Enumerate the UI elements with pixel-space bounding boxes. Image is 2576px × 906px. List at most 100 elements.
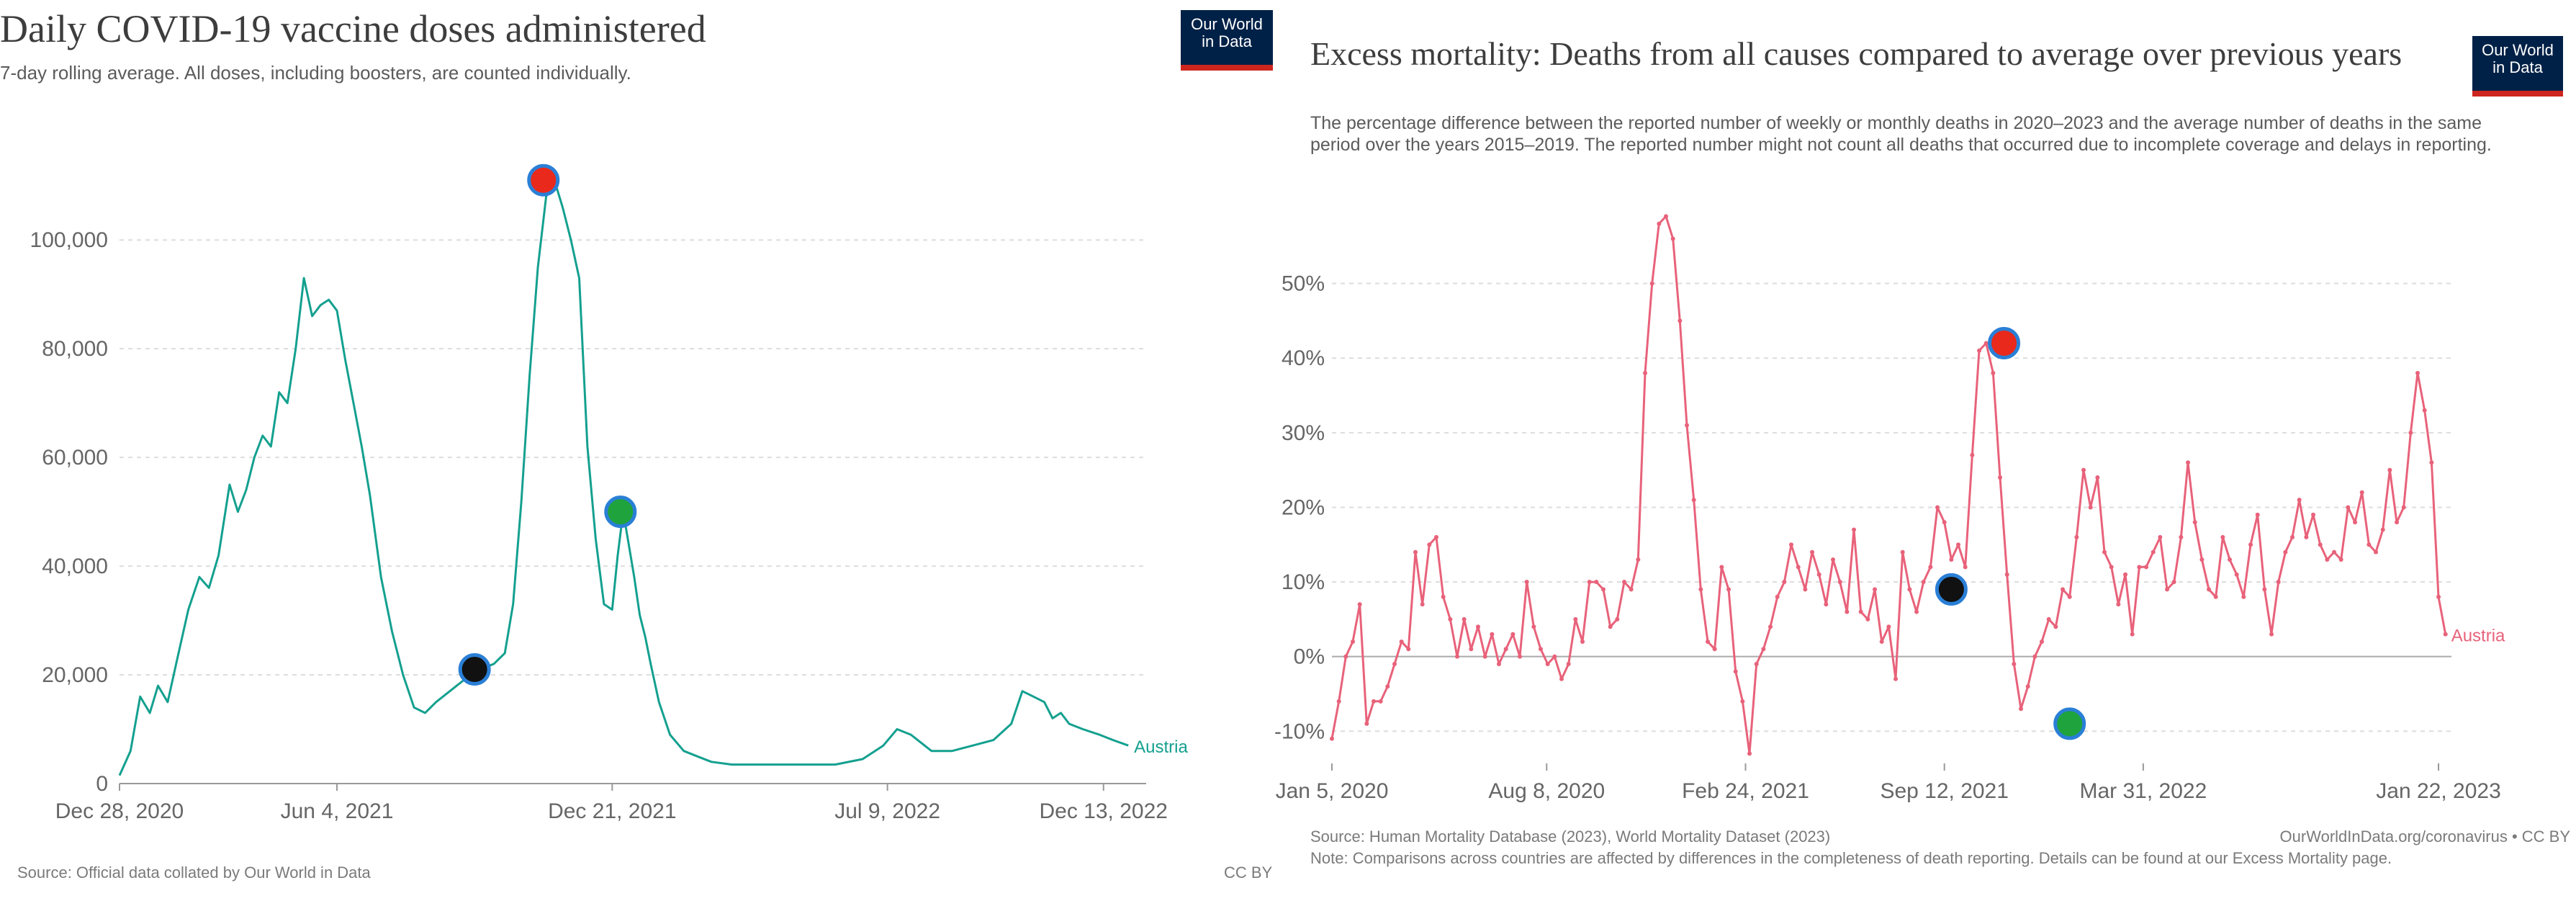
series-point (1482, 654, 1487, 659)
series-point (2032, 654, 2037, 659)
series-point (1789, 542, 1794, 547)
series-point (1392, 662, 1397, 667)
chart-title: Excess mortality: Deaths from all causes… (1310, 35, 2402, 72)
series-point (2186, 460, 2191, 465)
series-point (2130, 632, 2135, 637)
y-tick-label: 10% (1282, 570, 1325, 594)
series-point (1747, 751, 1752, 756)
series-point (1510, 632, 1516, 637)
series-point (2220, 534, 2225, 539)
series-point (1434, 534, 1439, 539)
series-point (1998, 475, 2003, 480)
series-point (1983, 341, 1989, 346)
series-point (2325, 557, 2330, 562)
series-point (1336, 699, 1341, 704)
series-point (2395, 520, 2400, 525)
x-tick-label: Jun 4, 2021 (281, 799, 394, 823)
series-point (1726, 587, 1731, 592)
series-point (2374, 550, 2379, 555)
series-point (1406, 647, 1411, 652)
series-point (1573, 616, 1578, 622)
series-point (2387, 467, 2392, 472)
series-point (1448, 616, 1453, 622)
chart-subtitle: 7-day rolling average. All doses, includ… (0, 62, 631, 84)
series-point (1615, 616, 1620, 622)
series-point (1810, 550, 1815, 555)
series-point (1580, 639, 1585, 644)
series-point (1594, 580, 1599, 585)
series-point (1490, 632, 1495, 637)
series-point (1712, 647, 1717, 652)
series-point (2171, 580, 2176, 585)
annotation-marker (604, 495, 637, 529)
series-point (2025, 684, 2030, 689)
series-point (1518, 654, 1523, 659)
series-point (2102, 550, 2107, 555)
annotation-marker (1935, 573, 1968, 606)
series-point (2061, 587, 2066, 592)
series-point (2067, 594, 2072, 599)
series-point (2436, 594, 2441, 599)
series-point (2234, 572, 2239, 577)
series-label: Austria (1134, 737, 1188, 757)
series-point (1719, 565, 1724, 570)
series-point (1831, 557, 1836, 562)
series-point (2213, 594, 2218, 599)
series-point (1330, 736, 1334, 741)
chart-credit[interactable]: OurWorldInData.org/coronavirus • CC BY (2279, 827, 2570, 846)
series-point (1524, 580, 1529, 585)
series-point (1357, 602, 1362, 607)
series-point (1385, 684, 1390, 689)
series-point (1503, 647, 1508, 652)
series-point (2248, 542, 2253, 547)
y-tick-label: 100,000 (30, 228, 108, 252)
logo-line-1: Our World (1191, 15, 1263, 33)
series-point (1977, 348, 1982, 353)
x-tick-label: Jan 5, 2020 (1276, 779, 1389, 803)
x-tick-label: Mar 31, 2022 (2080, 779, 2207, 803)
series-point (2359, 490, 2364, 495)
series-point (2408, 430, 2413, 435)
owid-logo[interactable]: Our World in Data (1181, 10, 1273, 71)
series-point (2088, 505, 2093, 510)
series-point (1378, 699, 1383, 704)
series-point (1608, 624, 1613, 629)
series-point (1907, 587, 1912, 592)
series-point (1566, 662, 1571, 667)
series-point (2353, 520, 2358, 525)
y-tick-label: 40,000 (42, 555, 108, 578)
owid-logo[interactable]: Our World in Data (2472, 36, 2563, 97)
annotation-marker (458, 652, 491, 686)
series-point (1664, 214, 1669, 219)
series-point (2304, 534, 2309, 539)
logo-line-2: in Data (2492, 58, 2543, 76)
series-point (1441, 594, 1446, 599)
series-point (1364, 721, 1369, 726)
series-point (2269, 632, 2274, 637)
series-point (1691, 498, 1696, 503)
series-point (1845, 609, 1850, 614)
x-tick-label: Dec 13, 2022 (1040, 799, 1168, 823)
series-point (1559, 676, 1564, 681)
series-point (1740, 699, 1745, 704)
logo-bar (2472, 91, 2563, 97)
series-point (2346, 505, 2351, 510)
series-point (1914, 609, 1919, 614)
series-point (2401, 505, 2406, 510)
series-point (1921, 580, 1926, 585)
x-tick-label: Dec 21, 2021 (548, 799, 676, 823)
chart-subtitle: The percentage difference between the re… (1310, 113, 2492, 155)
annotation-marker (527, 163, 560, 197)
series-point (2311, 512, 2316, 517)
series-point (1545, 662, 1550, 667)
series-point (1351, 639, 1356, 644)
logo-bar (1181, 65, 1273, 71)
series-point (1942, 520, 1947, 525)
series-point (1677, 318, 1683, 323)
chart-license[interactable]: CC BY (1224, 864, 1273, 882)
series-point (1816, 572, 1821, 577)
series-point (1775, 594, 1780, 599)
y-tick-label: 40% (1282, 346, 1325, 370)
series-point (2004, 572, 2009, 577)
series-point (2123, 572, 2128, 577)
